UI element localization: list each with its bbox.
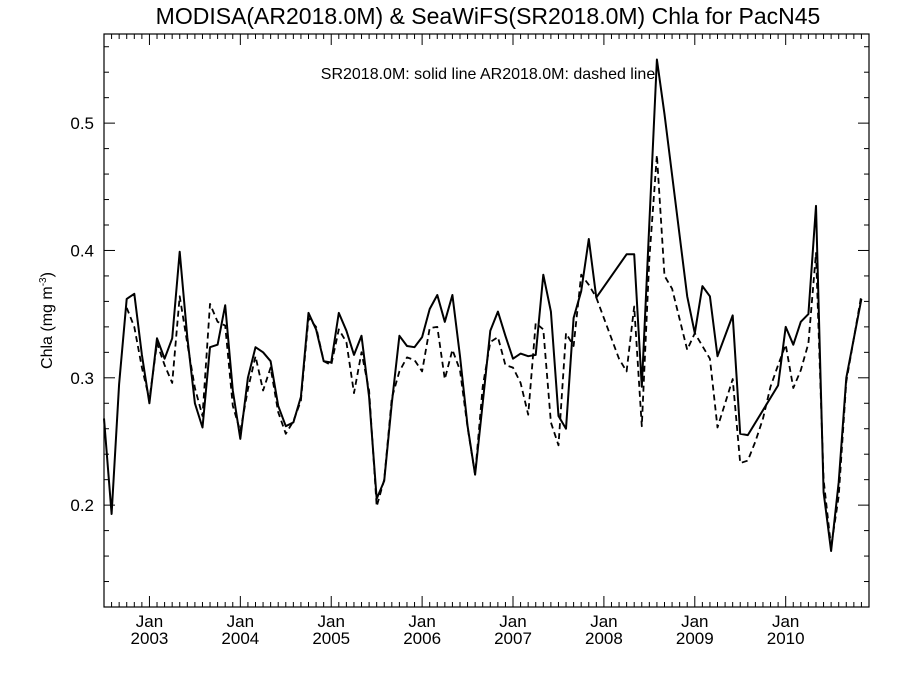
x-tick-year: 2009	[676, 629, 714, 648]
y-tick-label: 0.4	[70, 241, 94, 260]
series-SR2018.0M-line	[103, 58, 863, 552]
x-tick-year: 2010	[767, 629, 805, 648]
plot-frame	[103, 33, 870, 608]
y-tick-label: 0.5	[70, 114, 94, 133]
x-tick-year: 2008	[585, 629, 623, 648]
data-lines	[103, 58, 863, 552]
y-axis-label-text: Chla (mg m	[39, 286, 56, 369]
y-axis-label-close: )	[39, 272, 56, 277]
x-tick-month: Jan	[318, 612, 345, 631]
x-tick-month: Jan	[408, 612, 435, 631]
x-tick-month: Jan	[590, 612, 617, 631]
y-axis-label-superscript: -3	[38, 277, 49, 286]
x-tick-year: 2007	[494, 629, 532, 648]
tick-labels: 0.20.30.40.5Jan2003Jan2004Jan2005Jan2006…	[70, 114, 804, 648]
series-AR2018.0M-line	[125, 154, 863, 549]
x-tick-year: 2004	[221, 629, 259, 648]
x-tick-month: Jan	[136, 612, 163, 631]
y-tick-label: 0.2	[70, 496, 94, 515]
line-style-legend: SR2018.0M: solid line AR2018.0M: dashed …	[321, 66, 656, 83]
y-tick-label: 0.3	[70, 369, 94, 388]
x-tick-year: 2006	[403, 629, 441, 648]
x-tick-month: Jan	[681, 612, 708, 631]
chart-title: MODISA(AR2018.0M) & SeaWiFS(SR2018.0M) C…	[156, 3, 821, 29]
x-tick-month: Jan	[772, 612, 799, 631]
x-tick-month: Jan	[499, 612, 526, 631]
y-axis-label: Chla (mg m-3)	[38, 272, 56, 369]
x-tick-month: Jan	[227, 612, 254, 631]
x-tick-year: 2003	[131, 629, 169, 648]
x-tick-year: 2005	[312, 629, 350, 648]
axis-ticks	[103, 34, 870, 608]
